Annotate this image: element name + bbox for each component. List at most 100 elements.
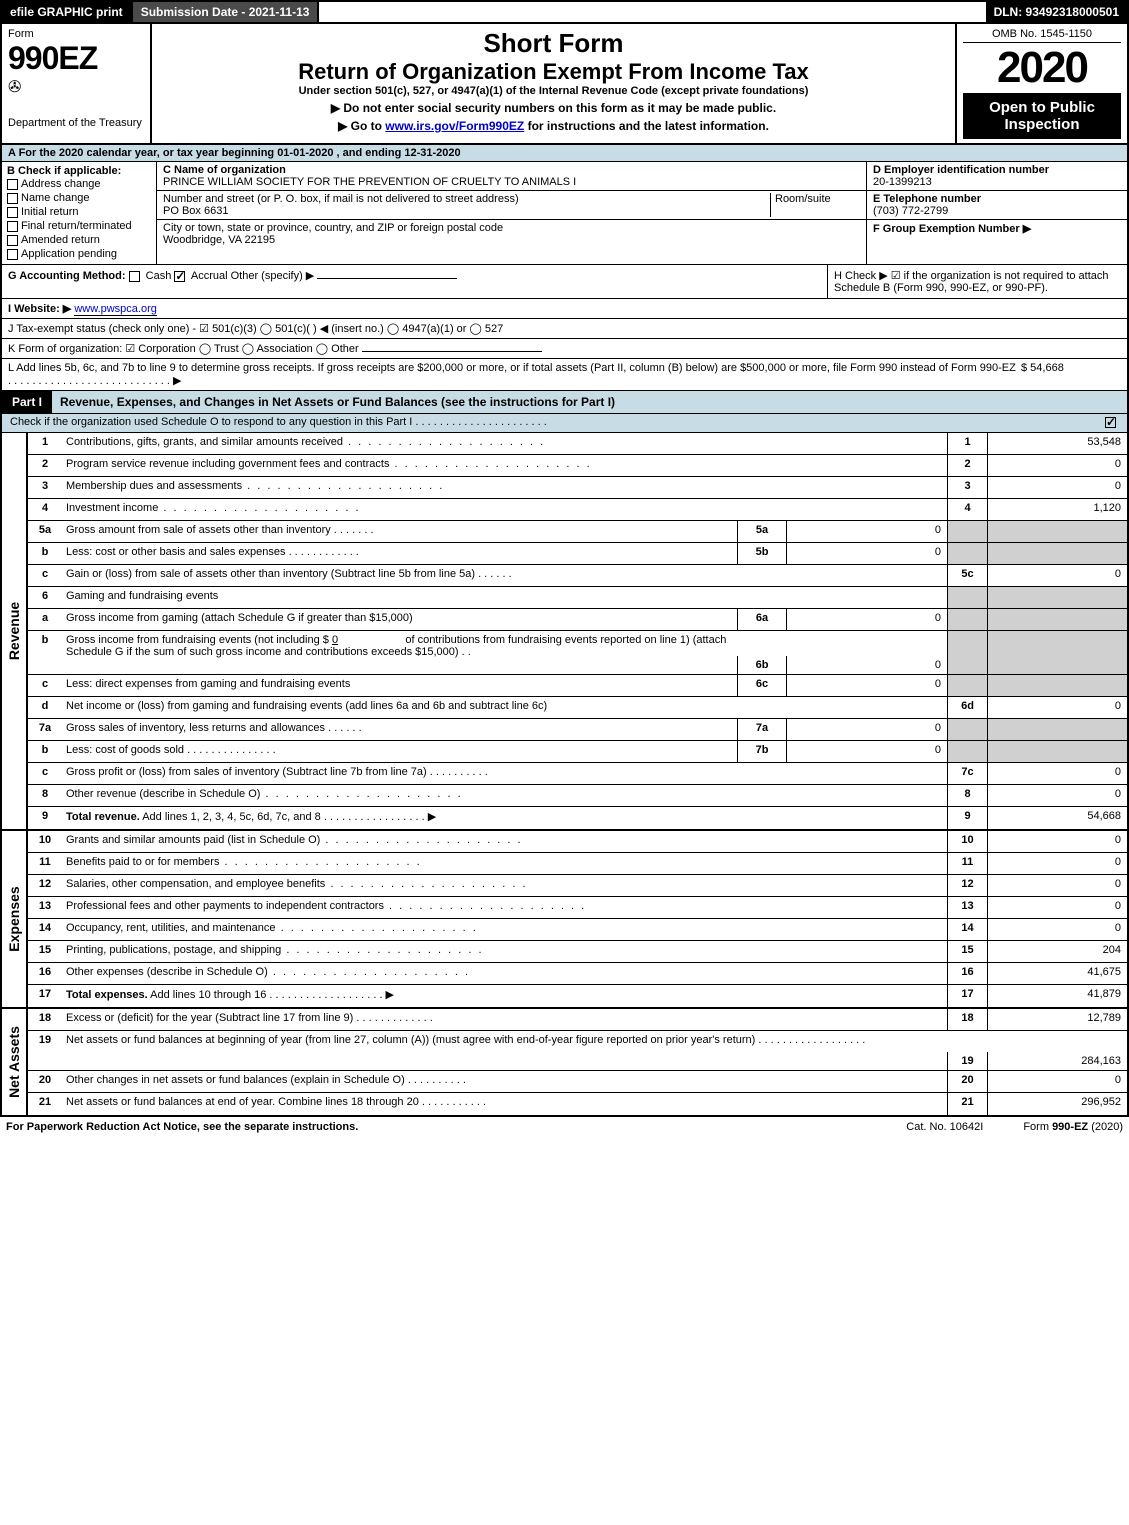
expenses-section: Expenses 10Grants and similar amounts pa…: [0, 831, 1129, 1009]
chk-schedule-o[interactable]: [1105, 417, 1116, 428]
chk-name-change[interactable]: Name change: [7, 191, 151, 205]
return-title: Return of Organization Exempt From Incom…: [158, 59, 949, 85]
org-name-cell: C Name of organization PRINCE WILLIAM SO…: [157, 162, 866, 191]
line-9: 9Total revenue. Total revenue. Add lines…: [28, 807, 1127, 829]
line-7c: cGross profit or (loss) from sales of in…: [28, 763, 1127, 785]
line-a: A For the 2020 calendar year, or tax yea…: [0, 145, 1129, 162]
line-6a: aGross income from gaming (attach Schedu…: [28, 609, 1127, 631]
row-form-of-org: K Form of organization: ☑ Corporation ◯ …: [0, 339, 1129, 359]
chk-accrual[interactable]: [174, 271, 185, 282]
part1-label: Part I: [2, 391, 52, 413]
form-header: Form 990EZ ✇ Department of the Treasury …: [0, 24, 1129, 145]
catalog-number: Cat. No. 10642I: [906, 1121, 983, 1133]
part1-title: Revenue, Expenses, and Changes in Net As…: [52, 391, 1127, 413]
line-1: 1Contributions, gifts, grants, and simil…: [28, 433, 1127, 455]
under-section: Under section 501(c), 527, or 4947(a)(1)…: [158, 85, 949, 97]
section-c: C Name of organization PRINCE WILLIAM SO…: [157, 162, 867, 264]
line-20: 20Other changes in net assets or fund ba…: [28, 1071, 1127, 1093]
header-right: OMB No. 1545-1150 2020 Open to Public In…: [957, 24, 1127, 143]
info-grid: B Check if applicable: Address change Na…: [0, 162, 1129, 265]
line-14: 14Occupancy, rent, utilities, and mainte…: [28, 919, 1127, 941]
org-name: PRINCE WILLIAM SOCIETY FOR THE PREVENTIO…: [163, 176, 860, 188]
top-bar: efile GRAPHIC print Submission Date - 20…: [0, 0, 1129, 24]
tax-year: 2020: [963, 43, 1121, 93]
paperwork-notice: For Paperwork Reduction Act Notice, see …: [6, 1121, 358, 1133]
e-label: E Telephone number: [873, 193, 1121, 205]
page-footer: For Paperwork Reduction Act Notice, see …: [0, 1117, 1129, 1137]
row-l: L Add lines 5b, 6c, and 7b to line 9 to …: [0, 359, 1129, 391]
chk-application-pending[interactable]: Application pending: [7, 247, 151, 261]
d-label: D Employer identification number: [873, 164, 1121, 176]
org-city: Woodbridge, VA 22195: [163, 234, 860, 246]
line-6c: cLess: direct expenses from gaming and f…: [28, 675, 1127, 697]
addr-label: Number and street (or P. O. box, if mail…: [163, 193, 770, 205]
department: Department of the Treasury: [8, 117, 144, 129]
addr-cell: Number and street (or P. O. box, if mail…: [157, 191, 866, 220]
line-19: 19Net assets or fund balances at beginni…: [28, 1031, 1127, 1071]
line-21: 21Net assets or fund balances at end of …: [28, 1093, 1127, 1115]
header-left: Form 990EZ ✇ Department of the Treasury: [2, 24, 152, 143]
line-3: 3Membership dues and assessments30: [28, 477, 1127, 499]
section-def: D Employer identification number 20-1399…: [867, 162, 1127, 264]
line-10: 10Grants and similar amounts paid (list …: [28, 831, 1127, 853]
schedule-b-check: H Check ▶ ☑ if the organization is not r…: [827, 265, 1127, 298]
form-label: Form: [8, 28, 144, 40]
l-amount: $ 54,668: [1021, 362, 1121, 387]
b-title: B Check if applicable:: [7, 165, 151, 177]
line-5c: cGain or (loss) from sale of assets othe…: [28, 565, 1127, 587]
chk-cash[interactable]: [129, 271, 140, 282]
phone-cell: E Telephone number (703) 772-2799: [867, 191, 1127, 220]
chk-final-return[interactable]: Final return/terminated: [7, 219, 151, 233]
chk-amended-return[interactable]: Amended return: [7, 233, 151, 247]
line-6d: dNet income or (loss) from gaming and fu…: [28, 697, 1127, 719]
section-b: B Check if applicable: Address change Na…: [2, 162, 157, 264]
part1-header: Part I Revenue, Expenses, and Changes in…: [0, 391, 1129, 414]
chk-address-change[interactable]: Address change: [7, 177, 151, 191]
open-public-badge: Open to Public Inspection: [963, 93, 1121, 139]
netassets-side-label: Net Assets: [2, 1009, 28, 1115]
line-6: 6Gaming and fundraising events: [28, 587, 1127, 609]
org-address: PO Box 6631: [163, 205, 770, 217]
ssn-warning: ▶ Do not enter social security numbers o…: [158, 101, 949, 115]
line-15: 15Printing, publications, postage, and s…: [28, 941, 1127, 963]
c-name-label: C Name of organization: [163, 164, 860, 176]
chk-initial-return[interactable]: Initial return: [7, 205, 151, 219]
row-g-h: G Accounting Method: Cash Accrual Other …: [0, 265, 1129, 299]
omb-number: OMB No. 1545-1150: [963, 28, 1121, 43]
irs-link[interactable]: www.irs.gov/Form990EZ: [385, 119, 524, 133]
revenue-side-label: Revenue: [2, 433, 28, 829]
line-8: 8Other revenue (describe in Schedule O)8…: [28, 785, 1127, 807]
city-cell: City or town, state or province, country…: [157, 220, 866, 248]
line-4: 4Investment income41,120: [28, 499, 1127, 521]
line-17: 17Total expenses. Add lines 10 through 1…: [28, 985, 1127, 1007]
line-6b: bGross income from fundraising events (n…: [28, 631, 1127, 675]
form-number: 990EZ: [8, 40, 144, 77]
room-suite-label: Room/suite: [770, 193, 860, 217]
netassets-section: Net Assets 18Excess or (deficit) for the…: [0, 1009, 1129, 1117]
line-7b: bLess: cost of goods sold . . . . . . . …: [28, 741, 1127, 763]
form-version: Form 990-EZ (2020): [1023, 1121, 1123, 1133]
line-7a: 7aGross sales of inventory, less returns…: [28, 719, 1127, 741]
submission-date: Submission Date - 2021-11-13: [133, 2, 320, 22]
l-text: L Add lines 5b, 6c, and 7b to line 9 to …: [8, 362, 1021, 387]
line-18: 18Excess or (deficit) for the year (Subt…: [28, 1009, 1127, 1031]
goto-line: ▶ Go to www.irs.gov/Form990EZ for instru…: [158, 119, 949, 133]
phone-value: (703) 772-2799: [873, 205, 1121, 217]
website-link[interactable]: www.pwspca.org: [74, 303, 157, 316]
dln: DLN: 93492318000501: [986, 2, 1127, 22]
treasury-icon: ✇: [8, 77, 144, 97]
line-16: 16Other expenses (describe in Schedule O…: [28, 963, 1127, 985]
part1-sub: Check if the organization used Schedule …: [0, 414, 1129, 433]
accounting-method: G Accounting Method: Cash Accrual Other …: [2, 265, 827, 298]
line-5b: bLess: cost or other basis and sales exp…: [28, 543, 1127, 565]
line-11: 11Benefits paid to or for members110: [28, 853, 1127, 875]
f-label: F Group Exemption Number ▶: [873, 222, 1121, 235]
line-13: 13Professional fees and other payments t…: [28, 897, 1127, 919]
short-form-title: Short Form: [158, 28, 949, 59]
ein-value: 20-1399213: [873, 176, 1121, 188]
city-label: City or town, state or province, country…: [163, 222, 860, 234]
group-exemption-cell: F Group Exemption Number ▶: [867, 220, 1127, 237]
efile-label[interactable]: efile GRAPHIC print: [2, 2, 133, 22]
expenses-side-label: Expenses: [2, 831, 28, 1007]
ein-cell: D Employer identification number 20-1399…: [867, 162, 1127, 191]
